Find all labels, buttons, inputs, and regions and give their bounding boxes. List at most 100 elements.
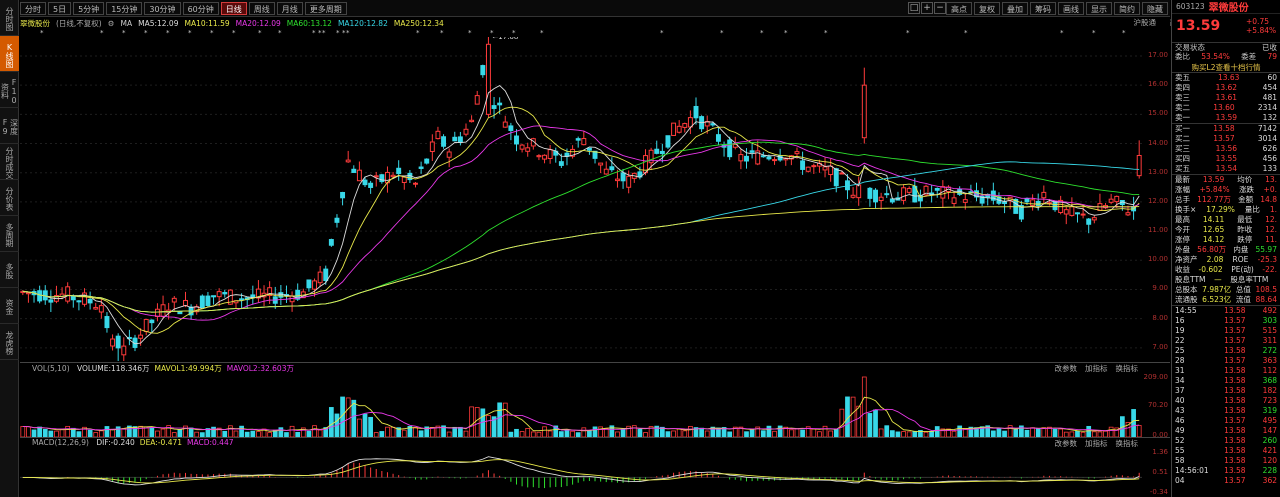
toolbar-right-5[interactable]: 显示 bbox=[1086, 2, 1112, 15]
toolbar-right-6[interactable]: 简约 bbox=[1114, 2, 1140, 15]
period-tab-9[interactable]: 更多周期 bbox=[304, 1, 347, 15]
event-marker[interactable]: * bbox=[660, 29, 664, 37]
event-marker[interactable]: * bbox=[40, 29, 44, 37]
vol-tool-2[interactable]: 换指标 bbox=[1115, 364, 1139, 373]
event-marker[interactable]: * bbox=[346, 29, 350, 37]
tick-price: 13.57 bbox=[1224, 416, 1246, 425]
toolbar-right-3[interactable]: 筹码 bbox=[1030, 2, 1056, 15]
tick-time: 55 bbox=[1175, 446, 1185, 455]
event-marker[interactable]: * bbox=[760, 29, 764, 37]
settings-icon[interactable]: ⚙ bbox=[107, 18, 115, 28]
toolbar-right-2[interactable]: 叠加 bbox=[1002, 2, 1028, 15]
event-marker[interactable]: * bbox=[416, 29, 420, 37]
event-marker[interactable]: * bbox=[540, 29, 544, 37]
event-marker[interactable]: * bbox=[188, 29, 192, 37]
period-tab-0[interactable]: 分时 bbox=[20, 1, 46, 15]
volume-chart[interactable] bbox=[20, 373, 1142, 437]
volume-bar bbox=[620, 428, 626, 437]
ma-link-0[interactable]: 沪股通 bbox=[1133, 18, 1157, 27]
zoom-out-icon[interactable]: − bbox=[934, 2, 946, 14]
toolbar-right-7[interactable]: 隐藏 bbox=[1142, 2, 1168, 15]
event-marker[interactable]: * bbox=[512, 29, 516, 37]
sidebar-item-1[interactable]: K线图 bbox=[0, 36, 19, 72]
event-marker[interactable]: * bbox=[490, 29, 494, 37]
event-marker[interactable]: * bbox=[232, 29, 236, 37]
event-marker[interactable]: * bbox=[824, 29, 828, 37]
candle-body bbox=[659, 150, 665, 155]
toolbar-right-0[interactable]: 高点 bbox=[946, 2, 972, 15]
period-tab-3[interactable]: 15分钟 bbox=[106, 1, 143, 15]
volume-axis: 209.00 70.20 0.00 bbox=[1142, 373, 1170, 439]
volume-bar bbox=[205, 428, 211, 437]
candle-body bbox=[974, 190, 979, 198]
sidebar-item-6[interactable]: 多周期 bbox=[0, 216, 19, 252]
period-tab-6[interactable]: 日线 bbox=[220, 1, 247, 15]
event-marker[interactable]: * bbox=[312, 29, 316, 37]
volume-bar bbox=[93, 432, 99, 437]
ask-price: 13.60 bbox=[1213, 103, 1235, 112]
macd-tool-0[interactable]: 改参数 bbox=[1054, 439, 1078, 448]
event-marker[interactable]: * bbox=[210, 29, 214, 37]
tick-time: 52 bbox=[1175, 436, 1185, 445]
sidebar-item-4[interactable]: 分时成交 bbox=[0, 144, 19, 180]
sidebar-item-9[interactable]: 龙虎榜 bbox=[0, 324, 19, 360]
volume-bar bbox=[328, 407, 334, 437]
sidebar-item-8[interactable]: 资金 bbox=[0, 288, 19, 324]
event-marker[interactable]: * bbox=[318, 29, 322, 37]
candle-body bbox=[497, 102, 503, 106]
event-marker[interactable]: * bbox=[1092, 29, 1096, 37]
toolbar-right-1[interactable]: 复权 bbox=[974, 2, 1000, 15]
price-change: +0.75 +5.84% bbox=[1246, 17, 1276, 35]
period-tab-7[interactable]: 周线 bbox=[248, 1, 275, 15]
vol-tool-1[interactable]: 加指标 bbox=[1085, 364, 1108, 373]
candle-body bbox=[962, 199, 968, 203]
tick-row: 19 13.57 515 bbox=[1172, 326, 1280, 336]
event-marker[interactable]: * bbox=[1060, 29, 1064, 37]
event-marker[interactable]: * bbox=[784, 29, 788, 37]
period-tab-2[interactable]: 5分钟 bbox=[73, 1, 105, 15]
event-marker[interactable]: * bbox=[964, 29, 968, 37]
event-marker[interactable]: * bbox=[278, 29, 282, 37]
volume-bar bbox=[856, 405, 862, 437]
period-tab-1[interactable]: 5日 bbox=[48, 1, 72, 15]
period-tab-8[interactable]: 月线 bbox=[276, 1, 303, 15]
event-marker[interactable]: * bbox=[336, 29, 340, 37]
sidebar-item-2[interactable]: F10资料 bbox=[0, 72, 19, 108]
event-marker[interactable]: * bbox=[144, 29, 148, 37]
candle-body bbox=[491, 105, 497, 109]
toolbar-right-4[interactable]: 画线 bbox=[1058, 2, 1084, 15]
event-marker[interactable]: * bbox=[342, 29, 346, 37]
volume-bar bbox=[688, 425, 693, 437]
period-tab-5[interactable]: 60分钟 bbox=[182, 1, 219, 15]
macd-tool-2[interactable]: 换指标 bbox=[1115, 439, 1139, 448]
l2-upgrade-link[interactable]: 购买L2查看十档行情 bbox=[1172, 62, 1280, 73]
event-marker[interactable]: * bbox=[322, 29, 326, 37]
macd-tool-1[interactable]: 加指标 bbox=[1085, 439, 1108, 448]
event-marker[interactable]: * bbox=[720, 29, 724, 37]
event-marker[interactable]: * bbox=[166, 29, 170, 37]
candlestick-chart[interactable]: ←17.68←6.40 bbox=[20, 37, 1142, 361]
volume-bar bbox=[710, 426, 716, 437]
period-tab-4[interactable]: 30分钟 bbox=[144, 1, 181, 15]
layout-icon[interactable]: □ bbox=[908, 2, 920, 14]
sidebar-item-0[interactable]: 分时图 bbox=[0, 0, 19, 36]
macd-chart[interactable] bbox=[20, 448, 1142, 497]
zoom-in-icon[interactable]: + bbox=[921, 2, 933, 14]
ask-row: 卖四 13.62 454 bbox=[1172, 83, 1280, 93]
high-label: ←17.68 bbox=[492, 37, 518, 41]
candle-body bbox=[620, 172, 626, 182]
event-marker[interactable]: * bbox=[468, 29, 472, 37]
sidebar-item-5[interactable]: 分价表 bbox=[0, 180, 19, 216]
event-marker[interactable]: * bbox=[1122, 29, 1126, 37]
event-marker[interactable]: * bbox=[440, 29, 444, 37]
candle-body bbox=[951, 197, 957, 204]
event-marker[interactable]: * bbox=[906, 29, 910, 37]
sidebar-item-7[interactable]: 多股 bbox=[0, 252, 19, 288]
left-sidebar: 分时图 K线图 F10资料 深度F9 分时成交 分价表 多周期 多股 资金 龙虎榜 bbox=[0, 0, 19, 497]
event-marker[interactable]: * bbox=[258, 29, 262, 37]
event-marker[interactable]: * bbox=[100, 29, 104, 37]
candle-body bbox=[429, 141, 435, 153]
vol-tool-0[interactable]: 改参数 bbox=[1054, 364, 1078, 373]
event-marker[interactable]: * bbox=[122, 29, 126, 37]
sidebar-item-3[interactable]: 深度F9 bbox=[0, 108, 19, 144]
